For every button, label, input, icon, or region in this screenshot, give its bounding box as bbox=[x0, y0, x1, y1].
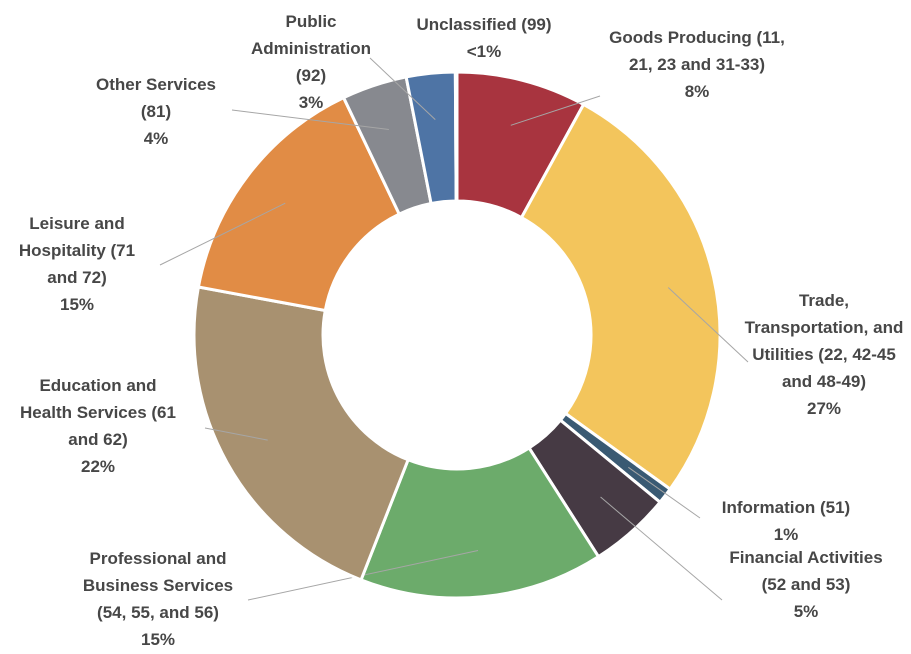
slice bbox=[453, 70, 459, 203]
category-name: Goods Producing (11, 21, 23 and 31-33) bbox=[609, 28, 785, 74]
slice-label: Trade, Transportation, and Utilities (22… bbox=[739, 287, 909, 422]
slice-label: Other Services (81) 4% bbox=[81, 71, 231, 152]
slice bbox=[196, 95, 402, 313]
category-name: Unclassified (99) bbox=[416, 15, 552, 34]
leader-line bbox=[231, 109, 389, 130]
slice bbox=[192, 285, 411, 582]
slice-label: Professional and Business Services (54, … bbox=[68, 545, 248, 653]
category-name: Financial Activities (52 and 53) bbox=[729, 548, 883, 594]
leader-line bbox=[600, 496, 723, 601]
category-name: Other Services (81) bbox=[95, 75, 216, 121]
slice bbox=[519, 102, 722, 492]
slice-label: Public Administration (92) 3% bbox=[246, 8, 376, 116]
percent-label: <1% bbox=[466, 42, 502, 61]
percent-label: 5% bbox=[793, 602, 819, 621]
percent-label: 3% bbox=[298, 93, 324, 112]
slice-label: Information (51) 1% bbox=[701, 494, 871, 548]
category-name: Professional and Business Services (54, … bbox=[82, 549, 234, 622]
percent-label: 27% bbox=[806, 399, 842, 418]
leader-line bbox=[510, 95, 601, 126]
percent-label: 15% bbox=[140, 630, 176, 649]
leader-line bbox=[159, 202, 286, 266]
category-name: Trade, Transportation, and Utilities (22… bbox=[744, 291, 904, 391]
percent-label: 15% bbox=[59, 295, 95, 314]
leader-line bbox=[369, 57, 436, 120]
percent-label: 8% bbox=[684, 82, 710, 101]
slice-label: Goods Producing (11, 21, 23 and 31-33) 8% bbox=[600, 24, 795, 105]
percent-label: 22% bbox=[80, 457, 116, 476]
leader-line bbox=[628, 466, 701, 519]
leader-line bbox=[204, 427, 268, 441]
category-name: Leisure and Hospitality (71 and 72) bbox=[18, 214, 136, 287]
percent-label: 1% bbox=[773, 525, 799, 544]
slice-label: Financial Activities (52 and 53) 5% bbox=[721, 544, 891, 625]
category-name: Public Administration (92) bbox=[251, 12, 371, 85]
category-name: Education and Health Services (61 and 62… bbox=[20, 376, 176, 449]
slice-label: Leisure and Hospitality (71 and 72) 15% bbox=[2, 210, 152, 318]
slice bbox=[359, 445, 601, 600]
slice-label: Education and Health Services (61 and 62… bbox=[13, 372, 183, 480]
percent-label: 4% bbox=[143, 129, 169, 148]
slice-label: Unclassified (99) <1% bbox=[394, 11, 574, 65]
category-name: Information (51) bbox=[721, 498, 851, 517]
leader-line bbox=[667, 287, 749, 363]
